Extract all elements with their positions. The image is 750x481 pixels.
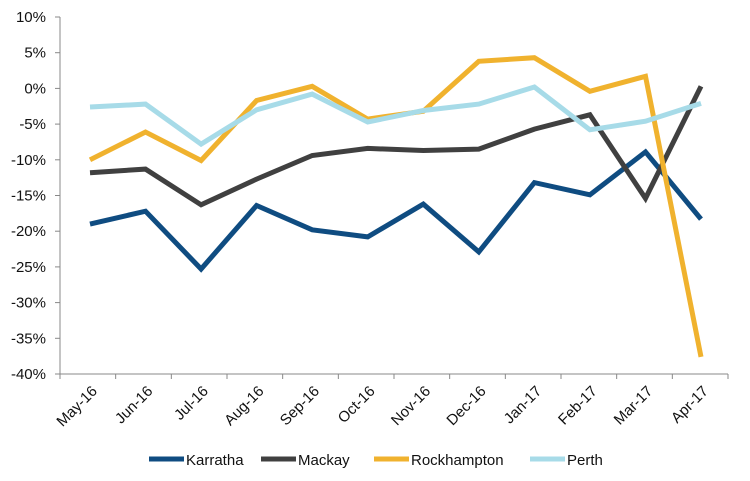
x-tick-label: Jul-16 <box>171 383 212 424</box>
y-tick-label: 5% <box>24 45 46 62</box>
legend-label-karratha: Karratha <box>186 452 244 469</box>
y-tick-label: -30% <box>11 295 46 312</box>
x-tick-label: Feb-17 <box>555 383 601 429</box>
x-tick-label: Dec-16 <box>443 383 489 429</box>
y-tick-label: -35% <box>11 330 46 347</box>
legend-label-perth: Perth <box>567 452 603 469</box>
y-tick-label: -25% <box>11 259 46 276</box>
x-tick-label: Nov-16 <box>388 383 434 429</box>
y-tick-label: -5% <box>19 116 46 133</box>
y-tick-label: -20% <box>11 223 46 240</box>
y-tick-label: 10% <box>16 9 46 26</box>
x-tick-label: Oct-16 <box>335 383 379 427</box>
y-tick-label: -15% <box>11 188 46 205</box>
series-line-perth <box>89 84 702 148</box>
y-tick-label: 0% <box>24 80 46 97</box>
x-axis-labels: May-16 Jun-16 Jul-16 Aug-16 Sep-16 Oct-16 Nov-… <box>53 383 711 430</box>
x-tick-label: Apr-17 <box>668 383 712 427</box>
x-tick-label: Jun-16 <box>112 383 156 427</box>
y-tick-label: -40% <box>11 366 46 383</box>
legend: Karratha Mackay Rockhampton Perth <box>149 452 603 469</box>
x-tick-label: Aug-16 <box>221 383 267 429</box>
axes <box>55 16 729 379</box>
legend-label-rockhampton: Rockhampton <box>411 452 504 469</box>
y-axis-labels: 10% 5% 0% -5% -10% -15% -20% -25% -30% -35% -40% <box>11 9 46 383</box>
x-tick-label: Sep-16 <box>277 383 323 429</box>
series-line-mackay <box>89 85 704 208</box>
series-layer <box>88 55 704 358</box>
series-line-rockhampton <box>88 55 704 358</box>
x-tick-label: Jan-17 <box>501 383 545 427</box>
y-tick-label: -10% <box>11 152 46 169</box>
x-tick-label: Mar-17 <box>611 383 657 429</box>
legend-label-mackay: Mackay <box>298 452 350 469</box>
series-line-karratha <box>89 148 703 273</box>
x-tick-label: May-16 <box>53 383 100 430</box>
